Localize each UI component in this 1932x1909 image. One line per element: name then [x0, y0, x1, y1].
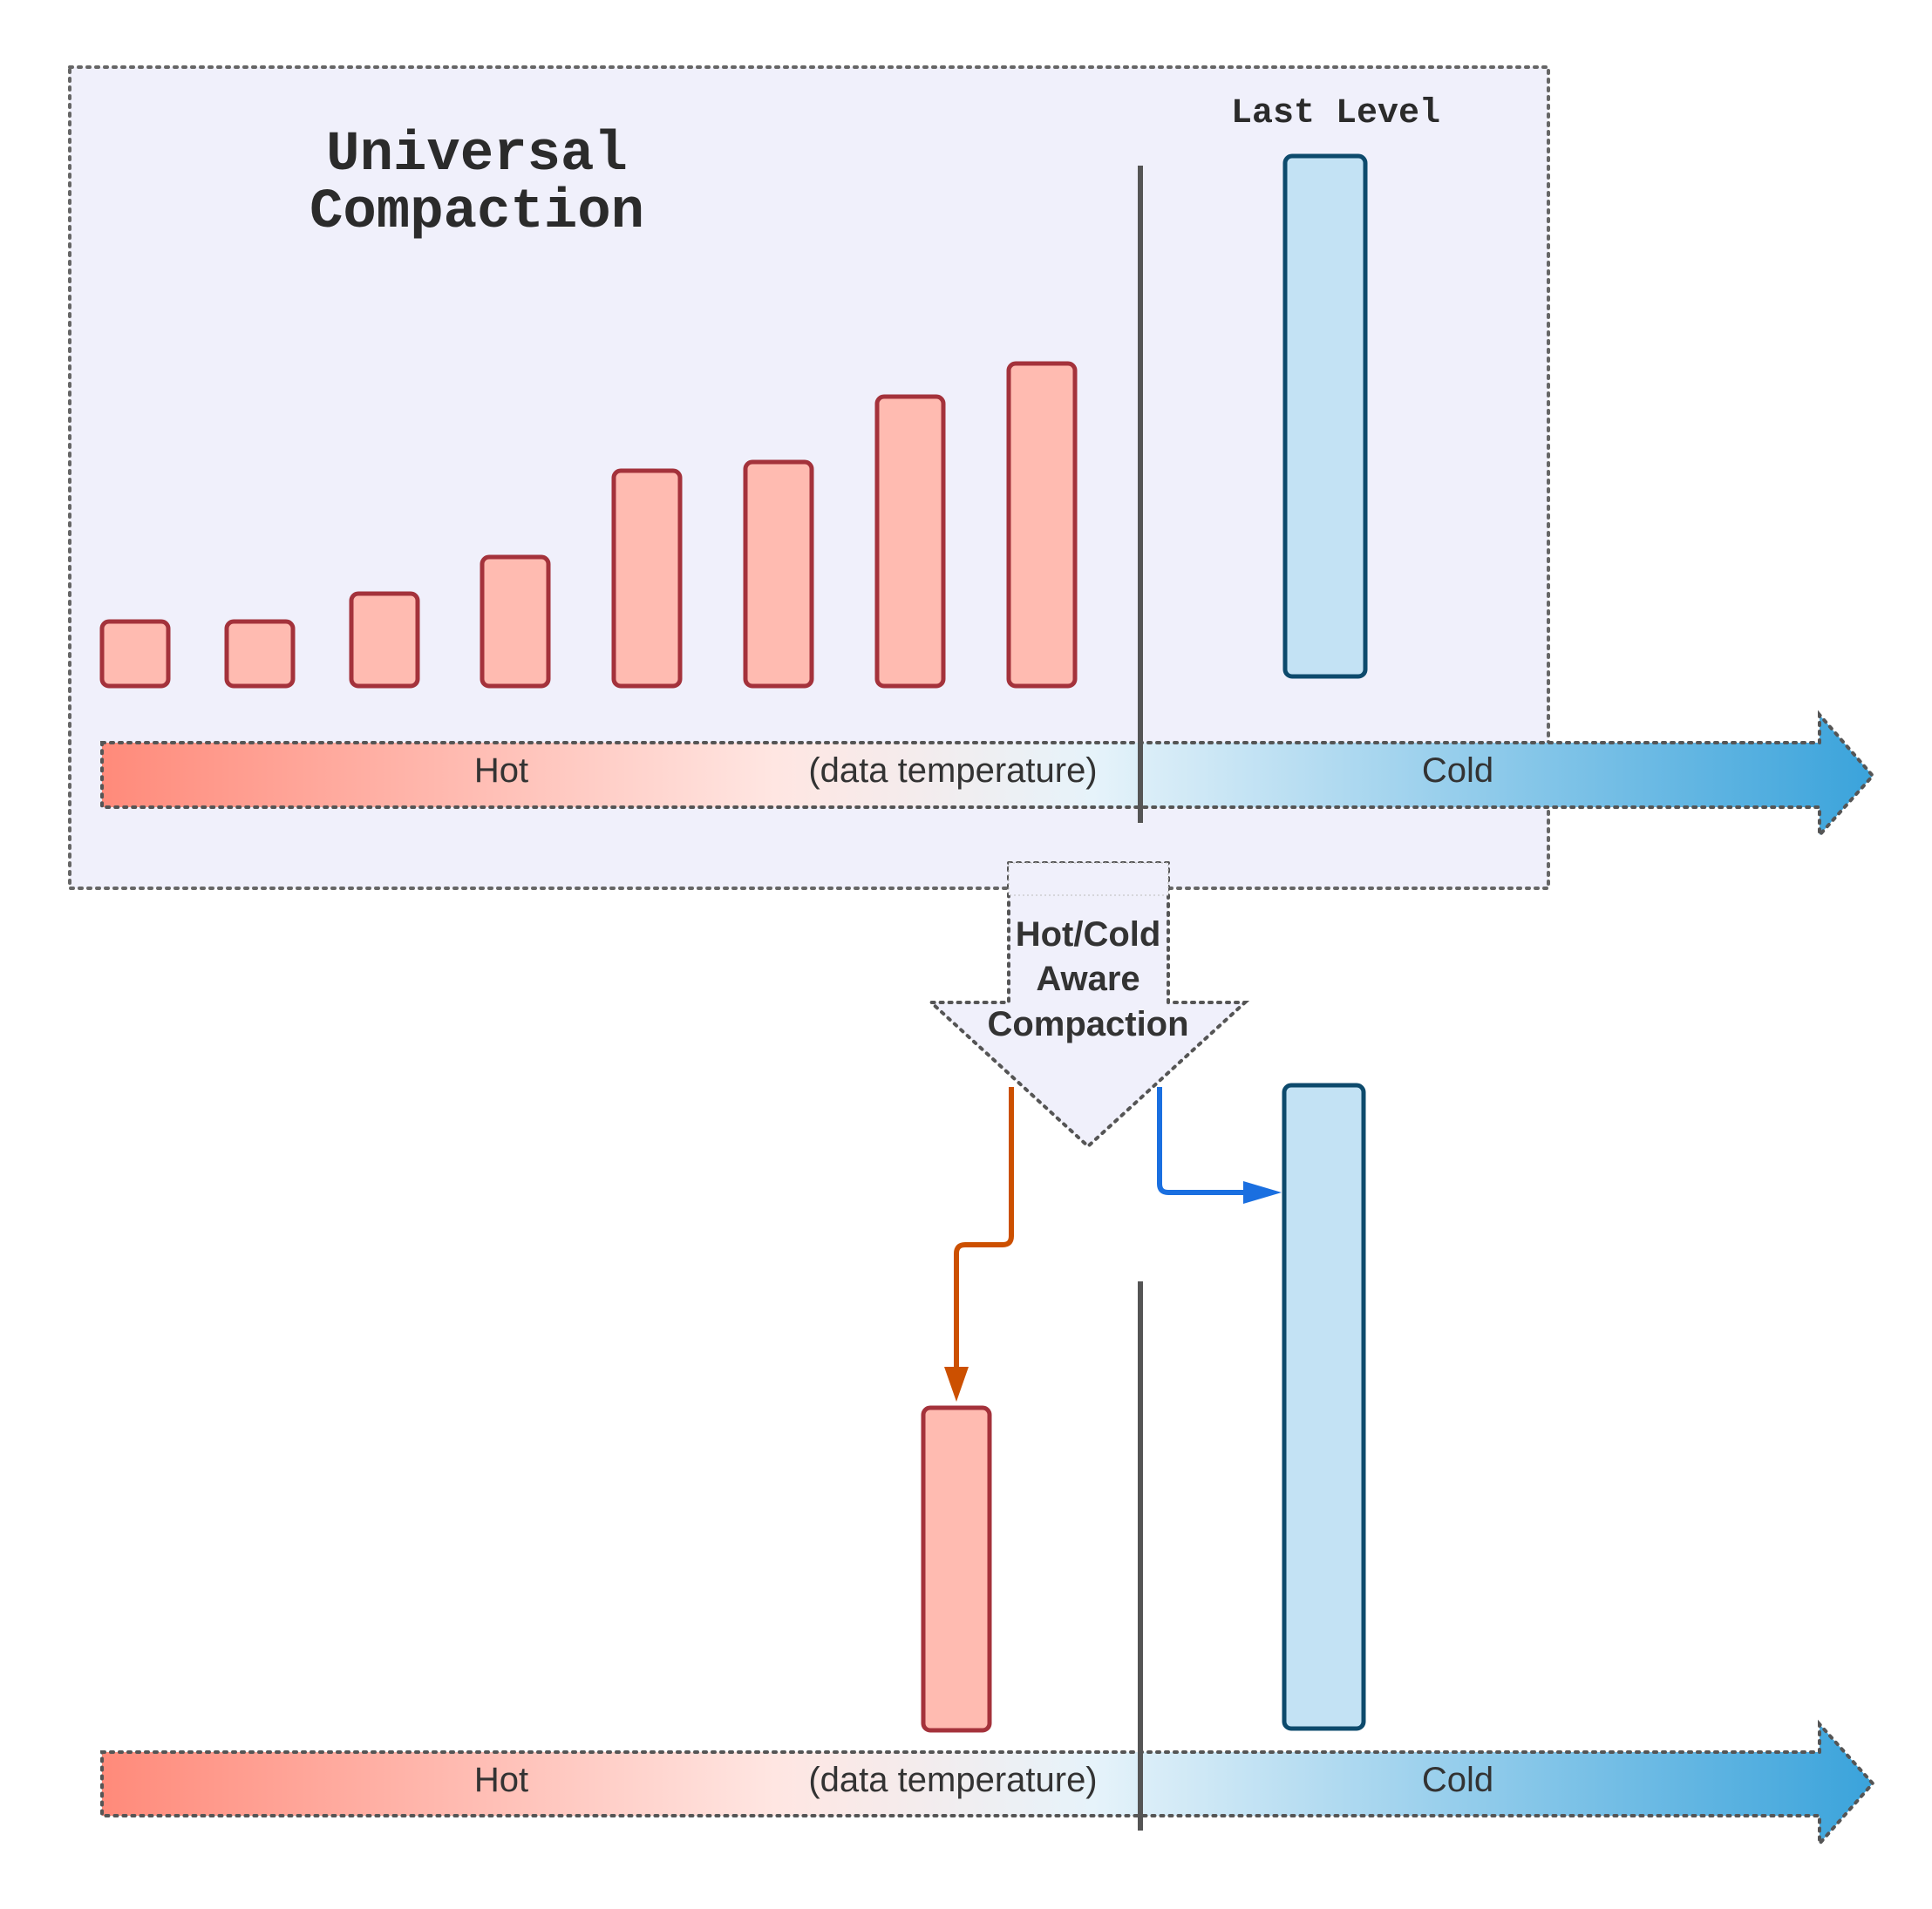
bottom-axis-hot: Hot — [474, 1761, 528, 1799]
cold-output-run — [1282, 1083, 1366, 1731]
last-level-label: Last Level — [1231, 94, 1440, 133]
panel-title-line1: Universal — [326, 124, 628, 187]
sorted-run — [349, 591, 420, 689]
top-axis-middle: (data temperature) — [808, 751, 1097, 790]
transition-label-line3: Compaction — [987, 1005, 1188, 1043]
transition-label-line1: Hot/Cold — [1016, 915, 1161, 954]
sorted-run — [224, 619, 296, 689]
bottom-axis-middle: (data temperature) — [808, 1761, 1097, 1799]
hot-output-run — [921, 1405, 992, 1733]
top-temperature-arrow — [100, 710, 1875, 840]
cold-output-arrowhead — [1243, 1181, 1282, 1204]
top-axis-cold: Cold — [1422, 751, 1493, 790]
bottom-temperature-arrow — [100, 1719, 1875, 1849]
sorted-run — [611, 468, 683, 689]
sorted-run — [874, 394, 946, 689]
top-axis-hot: Hot — [474, 751, 528, 790]
sorted-run — [1006, 361, 1078, 689]
hot-output-connector — [954, 1087, 1014, 1379]
hot-output-arrowhead — [944, 1367, 969, 1402]
transition-label-line2: Aware — [1036, 960, 1139, 998]
sorted-run — [743, 459, 814, 689]
arrow-neck-tab — [1008, 862, 1169, 896]
sorted-run — [480, 554, 551, 689]
sorted-run — [99, 619, 171, 689]
last-level-run — [1282, 153, 1368, 679]
bottom-axis-cold: Cold — [1422, 1761, 1493, 1799]
hot-sorted-runs — [99, 361, 1078, 689]
cold-output-connector — [1157, 1087, 1247, 1195]
panel-title-line2: Compaction — [310, 181, 644, 244]
